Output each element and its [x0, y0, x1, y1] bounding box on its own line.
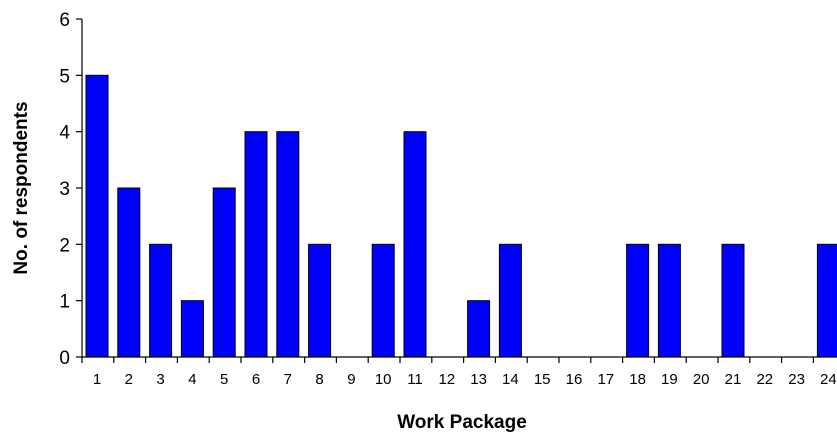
x-tick-label: 3 [156, 371, 164, 388]
bar-wp-18 [626, 243, 650, 358]
y-tick-label: 0 [59, 348, 70, 369]
x-tick-label: 22 [756, 371, 773, 388]
x-tick-label: 24 [820, 371, 837, 388]
x-tick-label: 16 [566, 371, 583, 388]
x-tick-label: 2 [125, 371, 133, 388]
bar-wp-11 [403, 131, 427, 358]
bar-wp-24 [816, 243, 837, 358]
x-tick-label: 7 [284, 371, 292, 388]
x-axis-ticks: 1 2 3 4 5 6 7 8 9 10 11 12 13 14 15 16 17 18 19 20 21 22 23 24 [81, 357, 837, 388]
x-tick-label: 1 [93, 371, 101, 388]
bar-wp-10 [371, 243, 395, 358]
y-tick-label: 5 [59, 66, 70, 87]
x-tick-label: 4 [188, 371, 196, 388]
y-tick-label: 4 [59, 123, 70, 144]
bars-group [85, 74, 837, 358]
x-tick-label: 9 [347, 371, 355, 388]
x-tick-label: 5 [220, 371, 228, 388]
bar-wp-8 [308, 243, 332, 358]
bar-wp-19 [657, 243, 681, 358]
y-tick-label: 1 [59, 292, 70, 313]
bar-wp-5 [212, 187, 236, 358]
x-tick-label: 6 [252, 371, 260, 388]
x-tick-label: 11 [407, 371, 423, 388]
x-tick-label: 10 [375, 371, 392, 388]
x-tick-label: 19 [661, 371, 678, 388]
x-tick-label: 13 [470, 371, 487, 388]
bar-wp-7 [276, 131, 300, 358]
x-tick-label: 14 [502, 371, 519, 388]
bar-wp-2 [117, 187, 141, 358]
x-tick-label: 17 [597, 371, 614, 388]
y-axis-title: No. of respondents [11, 101, 32, 274]
bar-wp-3 [149, 243, 173, 358]
bar-wp-4 [180, 300, 204, 358]
x-tick-label: 21 [725, 371, 742, 388]
x-tick-label: 23 [788, 371, 805, 388]
y-axis-ticks: 0 1 2 3 4 5 6 [59, 10, 82, 369]
x-tick-label: 15 [534, 371, 551, 388]
x-tick-label: 8 [315, 371, 323, 388]
y-tick-label: 3 [59, 179, 70, 200]
bar-wp-14 [498, 243, 522, 358]
x-tick-label: 12 [438, 371, 455, 388]
y-tick-label: 2 [59, 235, 70, 256]
bar-wp-21 [721, 243, 745, 358]
y-tick-label: 6 [59, 10, 70, 31]
bar-wp-6 [244, 131, 268, 358]
x-axis-title: Work Package [397, 412, 527, 433]
x-tick-label: 18 [629, 371, 646, 388]
bar-wp-1 [85, 74, 109, 358]
bar-wp-13 [467, 300, 491, 358]
x-tick-label: 20 [693, 371, 710, 388]
